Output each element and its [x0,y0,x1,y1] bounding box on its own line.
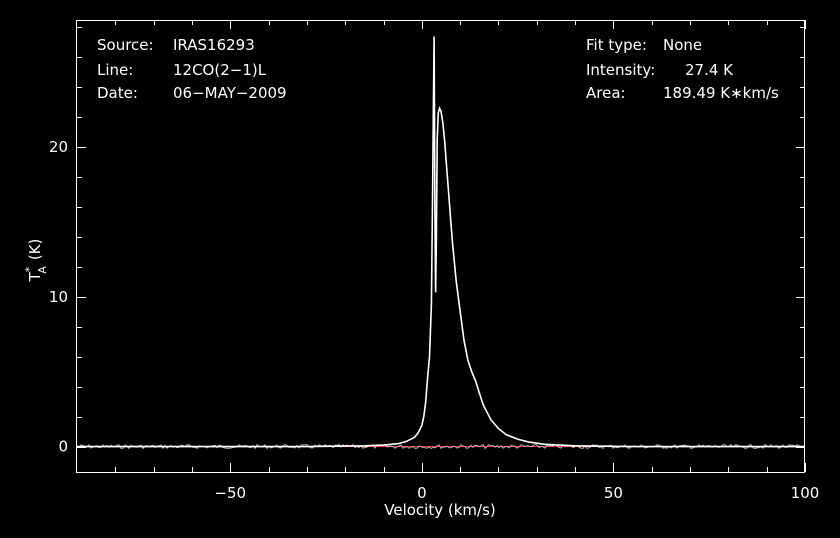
y-axis-label-main: T [26,271,44,282]
y-axis-label-unit: (K) [26,239,44,261]
tick-labels: −50 0 50 100 0 10 20 [49,138,819,502]
svg-text:T*A(K): T*A (K) [23,239,49,283]
x-tick-label: 0 [417,484,427,502]
area-label: Area: [586,84,626,102]
source-value: IRAS16293 [173,36,255,54]
area-value: 189.49 K∗km/s [663,84,779,102]
spectrum-line [77,36,805,448]
intensity-value: 27.4 K [685,61,734,79]
y-axis-label-sup: * [23,266,36,272]
x-axis-label: Velocity (km/s) [384,501,495,519]
source-label: Source: [97,36,154,54]
plot-frame [76,20,805,473]
x-tick-label: 100 [791,484,820,502]
line-label: Line: [97,61,133,79]
x-tick-label: 50 [604,484,623,502]
line-value: 12CO(2−1)L [173,61,267,79]
y-tick-label: 0 [58,438,68,456]
fit-type-value: None [663,36,702,54]
y-axis-label: T*A (K) [23,239,49,283]
date-label: Date: [97,84,138,102]
x-tick-label: −50 [214,484,246,502]
fit-type-label: Fit type: [586,36,647,54]
y-tick-label: 20 [49,138,68,156]
axis-ticks [77,20,806,472]
intensity-label: Intensity: [586,61,655,79]
y-tick-label: 10 [49,288,68,306]
date-value: 06−MAY−2009 [173,84,287,102]
y-axis-label-sub: A [36,266,49,274]
